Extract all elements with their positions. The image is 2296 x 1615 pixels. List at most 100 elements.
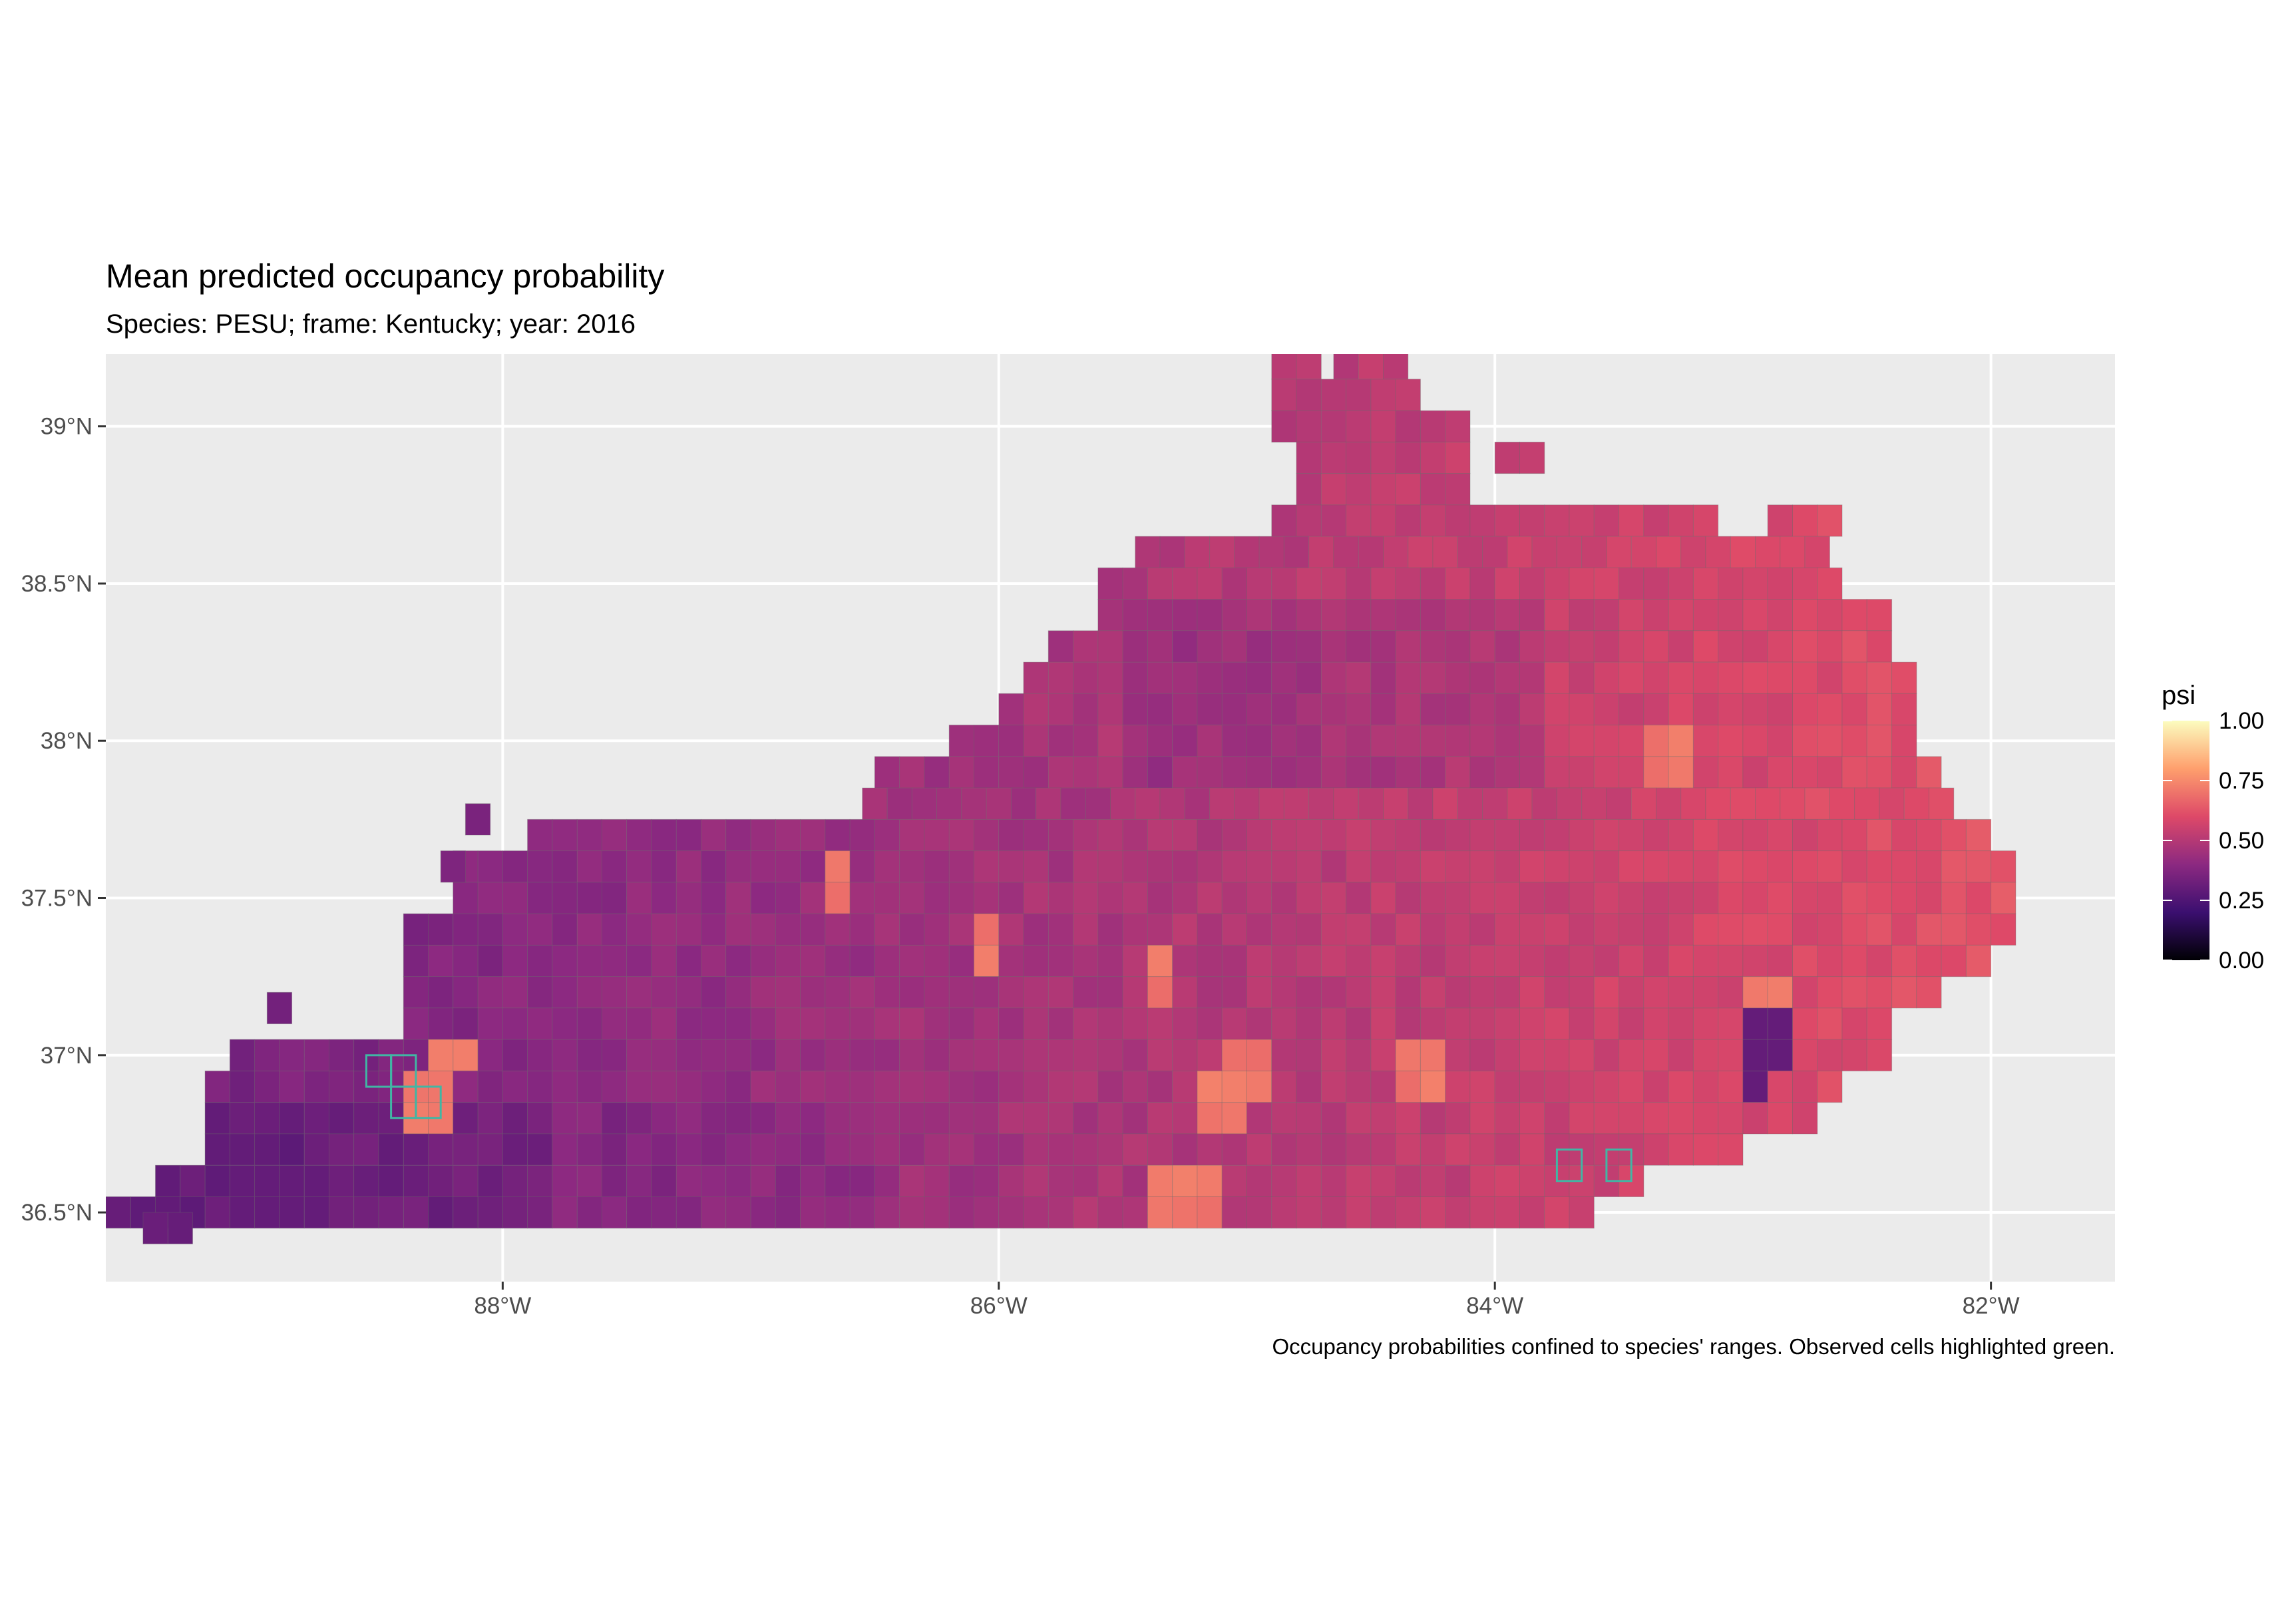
occupancy-cell (948, 1165, 974, 1197)
occupancy-cell (1073, 882, 1099, 914)
occupancy-cell (1619, 1039, 1644, 1071)
occupancy-cell (1866, 661, 1893, 694)
occupancy-cell (899, 1165, 925, 1197)
occupancy-cell (1197, 1039, 1223, 1071)
occupancy-cell (800, 944, 826, 978)
occupancy-cell (1866, 599, 1893, 631)
y-tick-label: 37°N (41, 1043, 93, 1069)
occupancy-cell (775, 882, 801, 914)
occupancy-cell (1122, 850, 1148, 883)
occupancy-cell (1048, 913, 1074, 946)
occupancy-cell (1135, 536, 1161, 568)
occupancy-cell (1866, 1007, 1893, 1040)
occupancy-cell (1742, 756, 1768, 789)
occupancy-cell (1792, 1007, 1818, 1040)
occupancy-cell (1718, 1102, 1744, 1135)
occupancy-cell (1866, 693, 1893, 726)
occupancy-cell (1023, 913, 1049, 946)
occupancy-cell (601, 1039, 628, 1071)
occupancy-cell (1296, 976, 1322, 1009)
occupancy-cell (1668, 567, 1694, 600)
occupancy-cell (1643, 725, 1669, 757)
occupancy-cell (974, 850, 1000, 883)
occupancy-cell (1619, 599, 1644, 631)
occupancy-cell (1692, 913, 1719, 946)
occupancy-cell (1122, 567, 1148, 600)
occupancy-cell (1135, 787, 1161, 820)
occupancy-cell (1718, 850, 1744, 883)
occupancy-cell (800, 818, 826, 852)
occupancy-cell (874, 1165, 900, 1197)
occupancy-cell (1246, 567, 1272, 600)
occupancy-cell (750, 944, 776, 978)
occupancy-cell (1346, 567, 1372, 600)
occupancy-cell (1494, 1039, 1520, 1071)
occupancy-cell (998, 913, 1024, 946)
occupancy-cell (725, 1133, 751, 1166)
occupancy-cell (1172, 630, 1198, 663)
occupancy-cell (1346, 976, 1372, 1009)
occupancy-cell (1122, 1070, 1148, 1103)
legend-label: 0.50 (2219, 828, 2264, 854)
occupancy-cell (1544, 944, 1570, 978)
occupancy-cell (1507, 536, 1533, 568)
occupancy-cell (1544, 599, 1570, 631)
occupancy-cell (800, 1165, 826, 1197)
occupancy-cell (527, 976, 553, 1009)
occupancy-cell (527, 882, 553, 914)
occupancy-cell (1445, 1039, 1471, 1071)
occupancy-cell (1593, 725, 1620, 757)
occupancy-cell (1346, 818, 1372, 852)
occupancy-cell (601, 1070, 628, 1103)
occupancy-cell (1841, 756, 1867, 789)
occupancy-cell (1296, 504, 1322, 537)
occupancy-cell (1395, 693, 1421, 726)
occupancy-cell (1544, 1102, 1570, 1135)
occupancy-cell (527, 1070, 553, 1103)
occupancy-cell (701, 882, 727, 914)
occupancy-cell (1122, 882, 1148, 914)
occupancy-cell (1346, 1102, 1372, 1135)
occupancy-cell (1718, 599, 1744, 631)
occupancy-cell (1048, 1070, 1074, 1103)
occupancy-cell (1619, 661, 1644, 694)
occupancy-cell (403, 1007, 429, 1040)
occupancy-cell (1866, 882, 1893, 914)
occupancy-cell (750, 1007, 776, 1040)
occupancy-cell (1283, 536, 1310, 568)
occupancy-cell (1593, 913, 1620, 946)
occupancy-cell (1531, 787, 1557, 820)
occupancy-cell (1742, 630, 1768, 663)
occupancy-cell (106, 1196, 131, 1229)
occupancy-cell (1420, 882, 1446, 914)
occupancy-cell (1395, 913, 1421, 946)
occupancy-cell (229, 1196, 256, 1229)
occupancy-cell (1742, 599, 1768, 631)
occupancy-cell (1668, 1070, 1694, 1103)
occupancy-cell (1891, 818, 1917, 852)
occupancy-cell (1767, 882, 1793, 914)
occupancy-cell (886, 787, 912, 820)
occupancy-cell (899, 1007, 925, 1040)
occupancy-cell (1544, 725, 1570, 757)
occupancy-cell (1122, 1102, 1148, 1135)
occupancy-cell (1370, 410, 1396, 443)
occupancy-cell (1718, 913, 1744, 946)
occupancy-cell (1246, 630, 1272, 663)
occupancy-cell (229, 1165, 256, 1197)
occupancy-cell (1730, 787, 1756, 820)
occupancy-cell (1767, 599, 1793, 631)
occupancy-cell (1246, 913, 1272, 946)
occupancy-cell (924, 850, 950, 883)
occupancy-cell (1258, 787, 1284, 820)
occupancy-cell (998, 756, 1024, 789)
occupancy-cell (1197, 818, 1223, 852)
occupancy-cell (1593, 944, 1620, 978)
occupancy-cell (1841, 1039, 1867, 1071)
occupancy-cell (1891, 913, 1917, 946)
occupancy-cell (204, 1070, 230, 1103)
occupancy-cell (1469, 944, 1495, 978)
occupancy-cell (800, 850, 826, 883)
occupancy-cell (1817, 976, 1843, 1009)
x-tick-label: 82°W (1963, 1293, 2020, 1319)
